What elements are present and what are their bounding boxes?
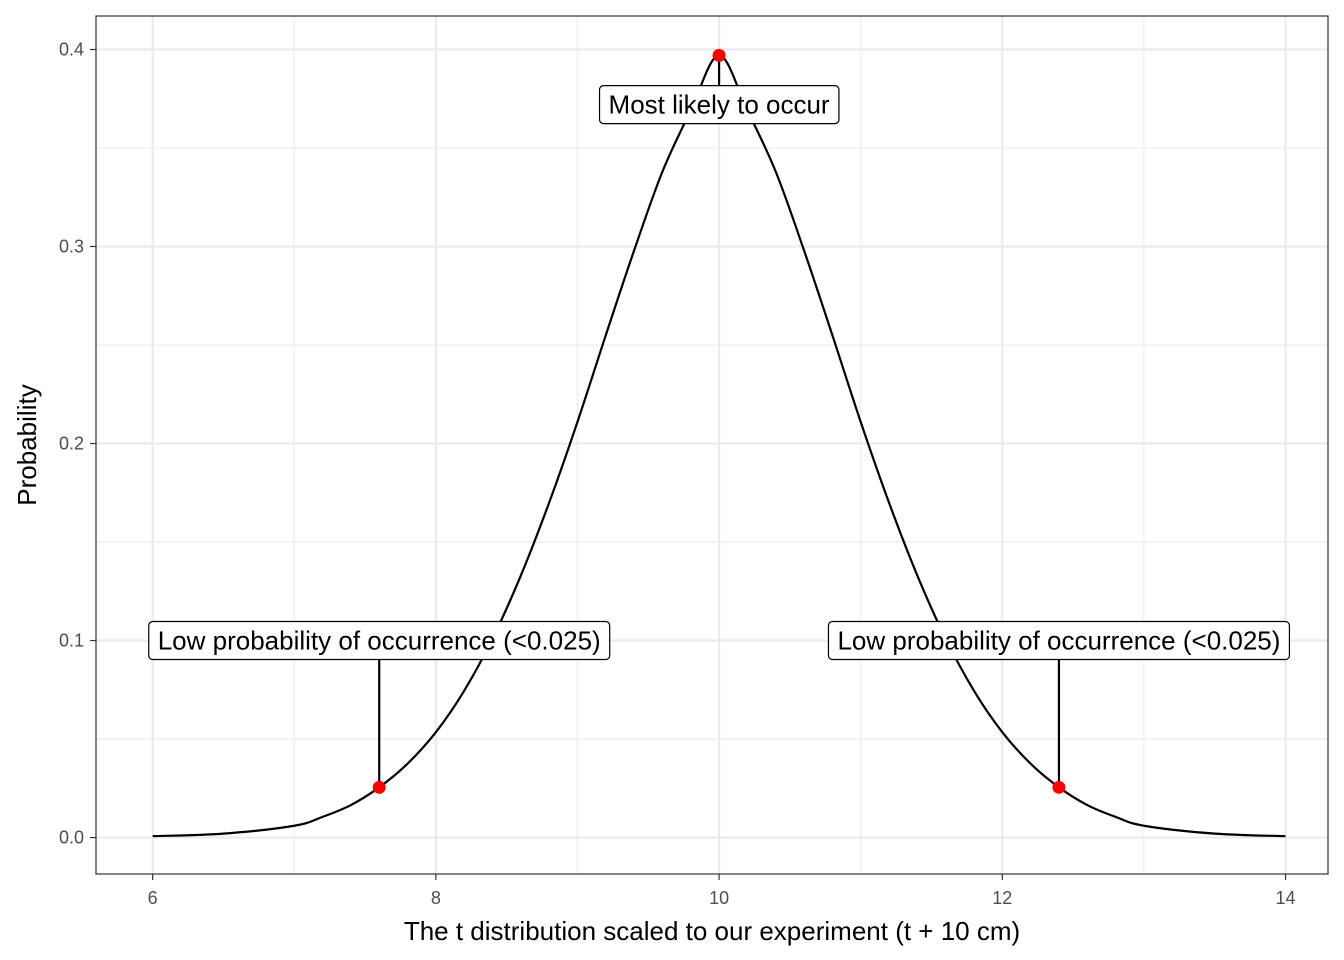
annotation-label-box — [598, 85, 840, 125]
highlight-point — [1052, 780, 1066, 794]
x-tick-label: 10 — [709, 888, 729, 908]
x-tick-label: 6 — [148, 888, 158, 908]
annotation-label-box — [148, 620, 611, 661]
annotation-label-text: Most likely to occur — [609, 90, 830, 120]
highlight-points — [372, 48, 1066, 794]
x-axis-ticks: 6 8 10 12 14 — [148, 874, 1296, 908]
y-tick-label: 0.4 — [59, 39, 84, 59]
annotation-label: Most likely to occur — [598, 85, 840, 125]
y-tick-label: 0.1 — [59, 631, 84, 651]
annotation-label-box — [827, 620, 1291, 661]
major-gridlines — [96, 16, 1328, 874]
highlight-point — [712, 48, 726, 62]
highlight-point — [372, 780, 386, 794]
annotation-label-text: Low probability of occurrence (<0.025) — [837, 626, 1280, 656]
y-tick-label: 0.3 — [59, 237, 84, 257]
y-axis-title: Probability — [12, 384, 42, 505]
x-tick-label: 14 — [1276, 888, 1296, 908]
panel-border — [95, 15, 1329, 875]
annotation-label-text: Low probability of occurrence (<0.025) — [158, 626, 601, 656]
y-tick-label: 0.2 — [59, 434, 84, 454]
x-tick-label: 8 — [431, 888, 441, 908]
x-tick-label: 12 — [992, 888, 1012, 908]
minor-gridlines — [96, 16, 1328, 874]
x-axis-title: The t distribution scaled to our experim… — [404, 916, 1020, 946]
annotation-label: Low probability of occurrence (<0.025) — [827, 620, 1291, 661]
y-tick-label: 0.0 — [59, 828, 84, 848]
annotation-label: Low probability of occurrence (<0.025) — [148, 620, 611, 661]
annotation-labels: Low probability of occurrence (<0.025) Mo… — [148, 85, 1291, 661]
y-axis-ticks: 0.0 0.1 0.2 0.3 0.4 — [59, 39, 96, 848]
